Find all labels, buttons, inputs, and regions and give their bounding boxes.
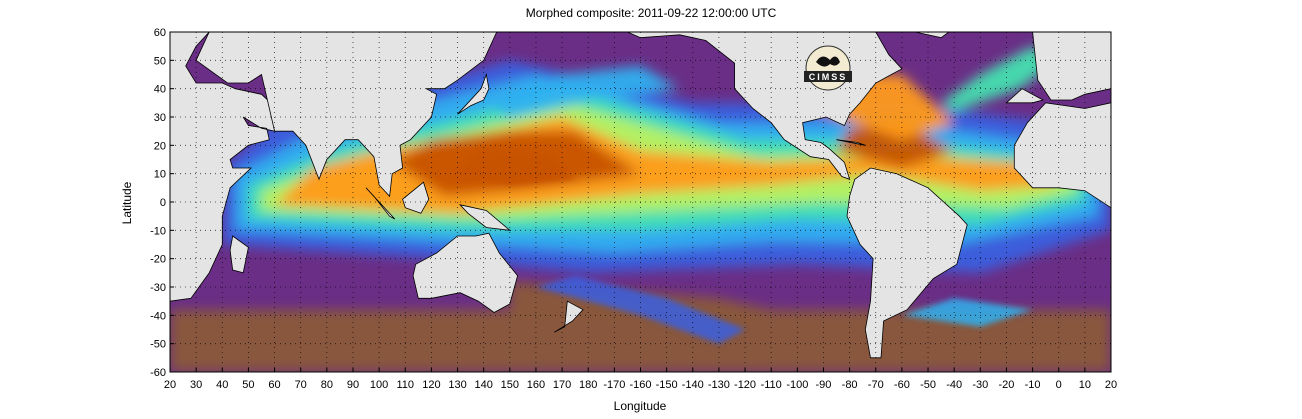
x-tick-label: -150 [656, 379, 678, 391]
x-tick-label: 60 [268, 379, 280, 391]
x-tick-label: 10 [1079, 379, 1091, 391]
x-tick-label: 80 [321, 379, 333, 391]
y-tick-label: 20 [154, 140, 166, 152]
y-tick-label: -20 [150, 254, 166, 266]
x-axis-ticks: 20 30 40 50 60 70 80 90 100 110 120 130 140 150 160 170… [164, 368, 1117, 391]
logo-text: CIMSS [809, 72, 848, 82]
x-tick-label: 150 [501, 379, 519, 391]
x-tick-label: -50 [920, 379, 936, 391]
x-tick-label: -160 [629, 379, 651, 391]
x-tick-label: -40 [946, 379, 962, 391]
moisture-field [170, 32, 1111, 372]
x-tick-label: 70 [295, 379, 307, 391]
y-tick-label: -50 [150, 339, 166, 351]
y-tick-label: -60 [150, 367, 166, 379]
y-tick-label: 60 [154, 27, 166, 39]
x-tick-label: 90 [347, 379, 359, 391]
x-tick-label: -30 [972, 379, 988, 391]
x-tick-label: 20 [164, 379, 176, 391]
x-tick-label: -60 [894, 379, 910, 391]
x-tick-label: -140 [682, 379, 704, 391]
x-tick-label: 50 [242, 379, 254, 391]
x-tick-label: 30 [190, 379, 202, 391]
map-title: Morphed composite: 2011-09-22 12:00:00 U… [525, 6, 777, 20]
y-tick-label: 30 [154, 112, 166, 124]
x-tick-label: 40 [216, 379, 228, 391]
x-tick-label: 110 [396, 379, 414, 391]
x-tick-label: 180 [579, 379, 597, 391]
x-tick-label: -110 [761, 379, 782, 391]
x-tick-label: -70 [868, 379, 884, 391]
y-axis-ticks: 60 50 40 30 20 10 0 -10 -20 -30 -40 -50 -60 [150, 27, 174, 379]
y-tick-label: -40 [150, 310, 166, 322]
x-tick-label: 100 [370, 379, 388, 391]
x-tick-label: -20 [998, 379, 1014, 391]
cimss-logo: CIMSS [804, 45, 852, 91]
x-tick-label: -120 [734, 379, 756, 391]
x-tick-label: 0 [1056, 379, 1062, 391]
x-tick-label: -10 [1025, 379, 1041, 391]
y-tick-label: -10 [150, 225, 166, 237]
x-tick-label: -100 [786, 379, 808, 391]
y-tick-label: 0 [160, 197, 166, 209]
y-tick-label: -30 [150, 282, 166, 294]
x-axis-label: Longitude [613, 399, 667, 413]
x-tick-label: 130 [448, 379, 466, 391]
x-tick-label: 140 [474, 379, 492, 391]
y-tick-label: 10 [154, 169, 166, 181]
x-tick-label: 170 [553, 379, 571, 391]
x-tick-label: -80 [842, 379, 858, 391]
x-tick-label: 160 [527, 379, 545, 391]
x-tick-label: -170 [603, 379, 625, 391]
x-tick-label: -90 [816, 379, 832, 391]
x-tick-label: -130 [708, 379, 730, 391]
y-tick-label: 50 [154, 55, 166, 67]
y-tick-label: 40 [154, 84, 166, 96]
x-tick-label: 20 [1105, 379, 1117, 391]
x-tick-label: 120 [422, 379, 440, 391]
